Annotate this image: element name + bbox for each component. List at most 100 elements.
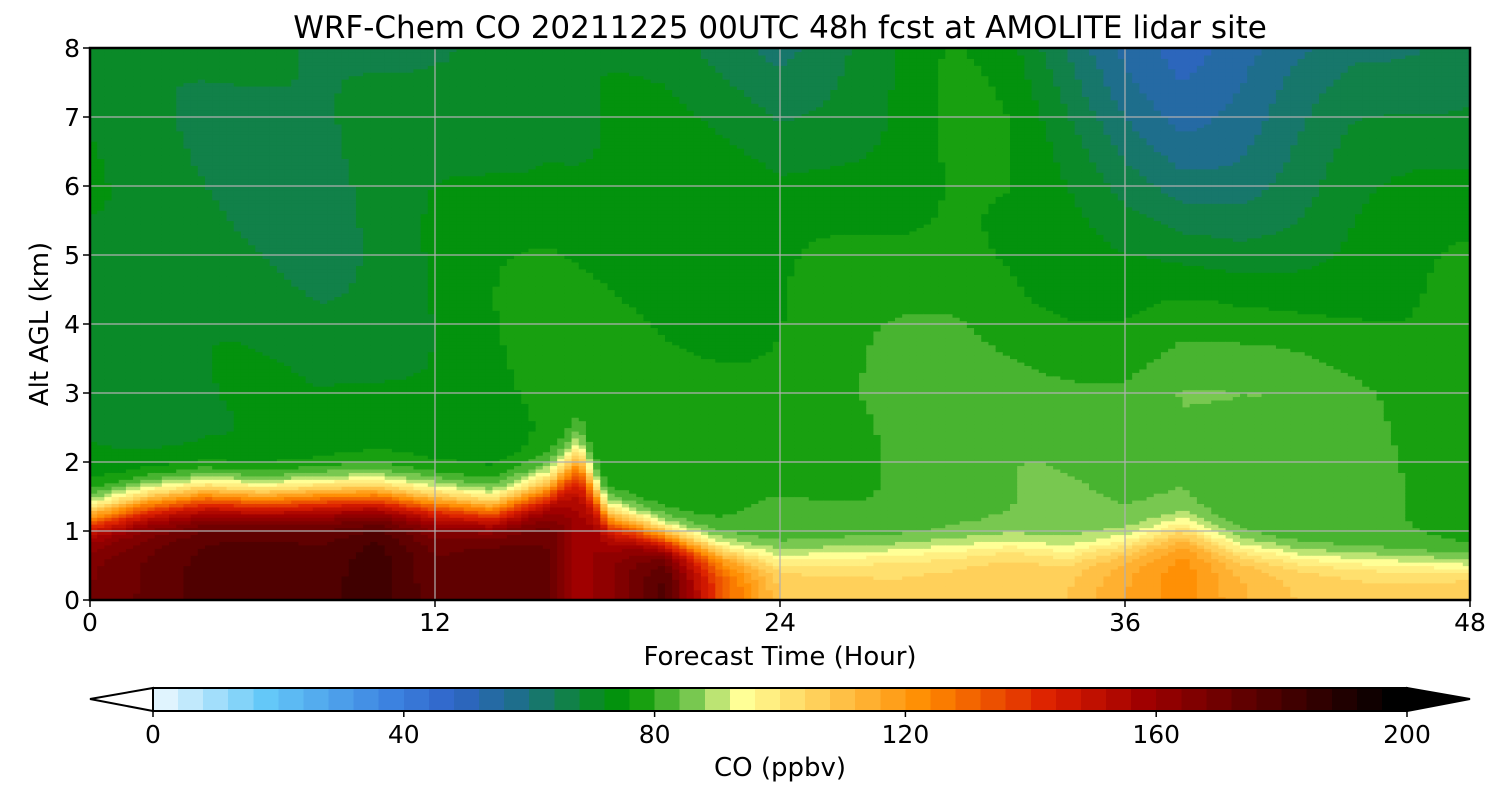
heatmap-cell: [133, 586, 141, 590]
heatmap-cell: [148, 452, 156, 456]
heatmap-cell: [155, 155, 163, 159]
heatmap-cell: [140, 155, 148, 159]
heatmap-cell: [155, 441, 163, 445]
heatmap-cell: [119, 400, 127, 404]
heatmap-cell: [119, 569, 127, 573]
heatmap-cell: [140, 379, 148, 383]
heatmap-cell: [155, 410, 163, 414]
heatmap-cell: [126, 269, 134, 273]
heatmap-cell: [119, 545, 127, 549]
heatmap-cell: [119, 241, 127, 245]
heatmap-cell: [97, 579, 105, 583]
heatmap-cell: [119, 145, 127, 149]
heatmap-cell: [148, 514, 156, 518]
heatmap-cell: [140, 303, 148, 307]
heatmap-cell: [148, 576, 156, 580]
heatmap-cell: [97, 483, 105, 487]
heatmap-cell: [119, 538, 127, 542]
heatmap-cell: [112, 566, 120, 570]
heatmap-cell: [148, 234, 156, 238]
heatmap-cell: [97, 421, 105, 425]
heatmap-cell: [133, 138, 141, 142]
heatmap-cell: [126, 376, 134, 380]
heatmap-cell: [126, 196, 134, 200]
heatmap-cell: [112, 193, 120, 197]
heatmap-cell: [148, 155, 156, 159]
heatmap-cell: [119, 355, 127, 359]
heatmap-cell: [126, 317, 134, 321]
heatmap-cell: [104, 255, 112, 259]
heatmap-cell: [155, 290, 163, 294]
heatmap-cell: [104, 214, 112, 218]
heatmap-cell: [119, 83, 127, 87]
heatmap-cell: [112, 376, 120, 380]
heatmap-cell: [126, 314, 134, 318]
heatmap-cell: [104, 158, 112, 162]
heatmap-cell: [97, 414, 105, 418]
heatmap-cell: [97, 83, 105, 87]
heatmap-cell: [148, 272, 156, 276]
heatmap-cell: [140, 138, 148, 142]
heatmap-cell: [119, 200, 127, 204]
heatmap-cell: [97, 576, 105, 580]
heatmap-cell: [133, 566, 141, 570]
heatmap-cell: [133, 189, 141, 193]
heatmap-cell: [148, 534, 156, 538]
heatmap-cell: [155, 445, 163, 449]
heatmap-cell: [97, 545, 105, 549]
heatmap-cell: [148, 521, 156, 525]
heatmap-cell: [119, 407, 127, 411]
heatmap-cell: [133, 210, 141, 214]
heatmap-cell: [148, 479, 156, 483]
heatmap-cell: [140, 269, 148, 273]
heatmap-cell: [97, 258, 105, 262]
heatmap-cell: [97, 224, 105, 228]
heatmap-cell: [97, 186, 105, 190]
heatmap-cell: [97, 210, 105, 214]
heatmap-cell: [126, 538, 134, 542]
heatmap-cell: [133, 534, 141, 538]
heatmap-cell: [112, 552, 120, 556]
heatmap-cell: [97, 65, 105, 69]
heatmap-cell: [155, 552, 163, 556]
heatmap-cell: [97, 552, 105, 556]
heatmap-cell: [112, 134, 120, 138]
heatmap-cell: [119, 96, 127, 100]
heatmap-cell: [104, 469, 112, 473]
heatmap-cell: [133, 410, 141, 414]
heatmap-cell: [112, 86, 120, 90]
heatmap-cell: [155, 486, 163, 490]
heatmap-cell: [148, 283, 156, 287]
heatmap-cell: [119, 51, 127, 55]
heatmap-cell: [133, 341, 141, 345]
heatmap-cell: [97, 476, 105, 480]
heatmap-cell: [148, 296, 156, 300]
heatmap-cell: [155, 531, 163, 535]
heatmap-cell: [112, 359, 120, 363]
heatmap-cell: [155, 69, 163, 73]
heatmap-cell: [155, 189, 163, 193]
heatmap-cell: [112, 231, 120, 235]
heatmap-cell: [119, 424, 127, 428]
heatmap-cell: [133, 120, 141, 124]
heatmap-cell: [119, 338, 127, 342]
heatmap-cell: [162, 555, 170, 559]
heatmap-cell: [112, 96, 120, 100]
heatmap-cell: [119, 186, 127, 190]
heatmap-cell: [97, 169, 105, 173]
heatmap-cell: [155, 162, 163, 166]
heatmap-cell: [119, 317, 127, 321]
heatmap-cell: [112, 541, 120, 545]
heatmap-cell: [112, 590, 120, 594]
heatmap-cell: [140, 590, 148, 594]
heatmap-cell: [112, 255, 120, 259]
heatmap-cell: [126, 500, 134, 504]
heatmap-cell: [148, 583, 156, 587]
heatmap-cell: [104, 65, 112, 69]
heatmap-cell: [140, 203, 148, 207]
heatmap-cell: [155, 562, 163, 566]
heatmap-cell: [155, 555, 163, 559]
heatmap-cell: [112, 331, 120, 335]
heatmap-cell: [112, 396, 120, 400]
heatmap-cell: [119, 169, 127, 173]
